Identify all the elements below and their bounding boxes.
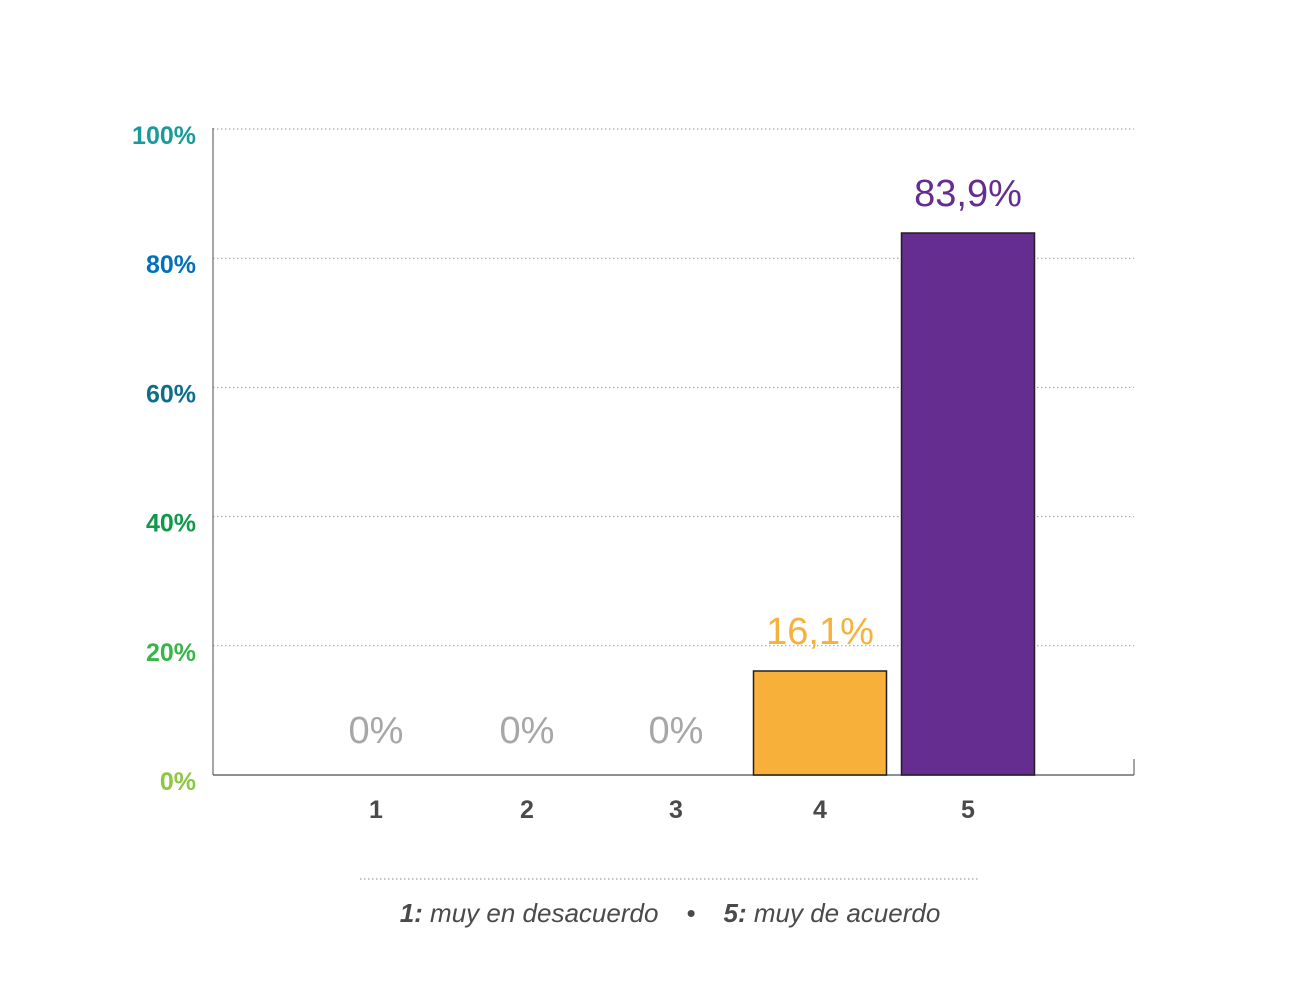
- y-tick-label: 60%: [146, 380, 196, 408]
- value-label-5: 83,9%: [914, 173, 1022, 215]
- x-tick-label-4: 4: [813, 796, 827, 824]
- y-tick-label: 20%: [146, 639, 196, 667]
- y-tick-label: 0%: [160, 768, 196, 796]
- x-tick-label-2: 2: [520, 796, 534, 824]
- gridlines: [213, 128, 1134, 647]
- x-tick-labels: 1 2 3 4 5: [369, 796, 975, 824]
- y-tick-label: 80%: [146, 251, 196, 279]
- y-tick-labels: 0% 20% 40% 60% 80% 100%: [132, 122, 196, 796]
- value-label-2: 0%: [500, 710, 555, 752]
- y-tick-label: 40%: [146, 510, 196, 538]
- bar-4: [752, 670, 888, 776]
- legend-high-text: muy de acuerdo: [747, 898, 941, 928]
- legend-caption: 1: muy en desacuerdo • 5: muy de acuerdo: [400, 898, 941, 928]
- x-tick-label-1: 1: [369, 796, 383, 824]
- bars: [752, 232, 1036, 776]
- legend-separator: •: [686, 898, 695, 928]
- value-label-1: 0%: [349, 710, 404, 752]
- x-tick-label-5: 5: [961, 796, 975, 824]
- value-label-4: 16,1%: [766, 611, 874, 653]
- legend-low-text: muy en desacuerdo: [423, 898, 659, 928]
- legend-low-key: 1:: [400, 898, 423, 928]
- value-labels: 0% 0% 0% 16,1% 83,9%: [349, 173, 1022, 752]
- legend-high-key: 5:: [724, 898, 747, 928]
- value-label-3: 0%: [649, 710, 704, 752]
- x-tick-label-3: 3: [669, 796, 683, 824]
- bar-5: [900, 232, 1036, 776]
- y-tick-label: 100%: [132, 122, 196, 150]
